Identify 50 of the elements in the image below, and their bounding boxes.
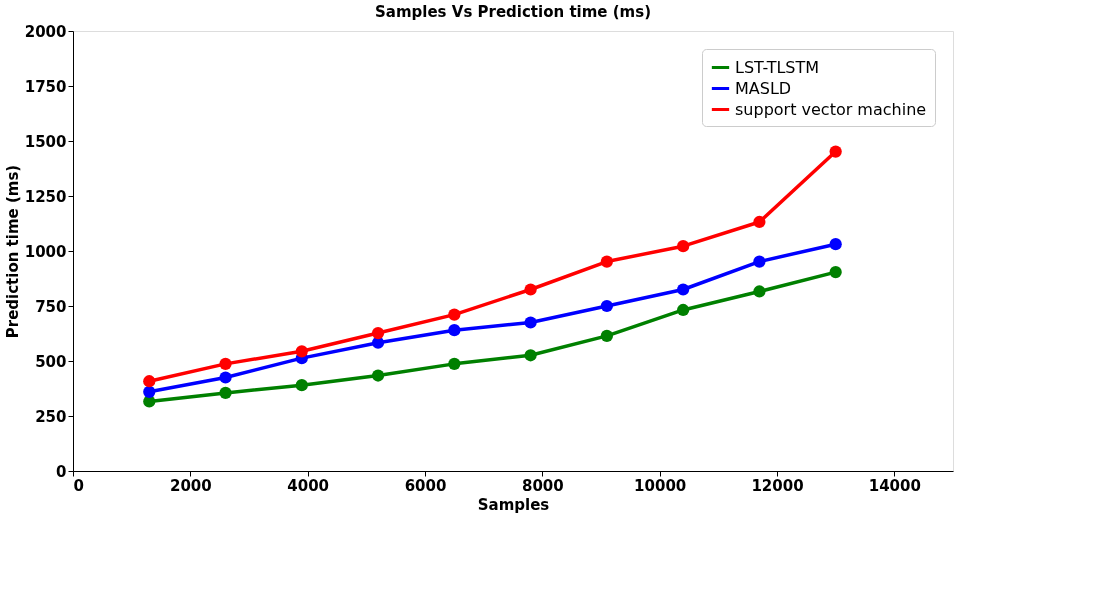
legend-label: support vector machine	[735, 99, 927, 119]
y-tick-label: 750	[35, 297, 67, 316]
point	[295, 379, 308, 392]
point	[753, 285, 766, 298]
y-tick-label: 1500	[24, 132, 67, 151]
point	[448, 308, 461, 321]
x-tick-label: 10000	[634, 476, 687, 495]
y-tick-label: 500	[35, 352, 67, 371]
point	[524, 316, 537, 329]
point	[600, 329, 613, 343]
point	[143, 385, 156, 398]
y-tick-label: 250	[35, 407, 67, 426]
point	[371, 326, 385, 340]
point	[448, 324, 461, 337]
chart-title: Samples Vs Prediction time (ms)	[375, 3, 651, 21]
x-tick-label: 6000	[404, 476, 447, 495]
point	[677, 283, 690, 296]
x-tick-label: 0	[73, 476, 84, 495]
point	[829, 238, 842, 251]
y-tick-label: 1000	[24, 242, 67, 261]
x-tick-label: 8000	[521, 476, 564, 495]
point	[677, 240, 690, 253]
point	[829, 145, 842, 158]
point	[829, 266, 842, 279]
point	[143, 375, 156, 388]
y-tick-label: 0	[56, 462, 67, 481]
x-axis-title: Samples	[477, 495, 550, 514]
y-axis-title: Prediction time (ms)	[3, 164, 22, 339]
point	[524, 349, 537, 362]
legend-label: MASLD	[735, 78, 792, 98]
x-tick-label: 14000	[868, 476, 921, 495]
point	[295, 345, 308, 358]
x-tick-label: 12000	[751, 476, 804, 495]
point	[219, 357, 232, 370]
point	[600, 299, 613, 313]
point	[448, 357, 461, 370]
x-tick-label: 4000	[287, 476, 330, 495]
point	[753, 255, 766, 268]
point	[753, 215, 766, 229]
x-tick-label: 2000	[169, 476, 212, 495]
point	[677, 303, 690, 317]
point	[600, 255, 613, 268]
point	[524, 283, 537, 296]
point	[371, 369, 385, 382]
point	[219, 386, 232, 400]
y-tick-label: 1750	[24, 77, 67, 96]
y-tick-label: 1250	[24, 187, 67, 206]
point	[219, 371, 232, 384]
legend-label: LST-TLSTM	[735, 57, 820, 77]
y-tick-label: 2000	[24, 22, 67, 41]
